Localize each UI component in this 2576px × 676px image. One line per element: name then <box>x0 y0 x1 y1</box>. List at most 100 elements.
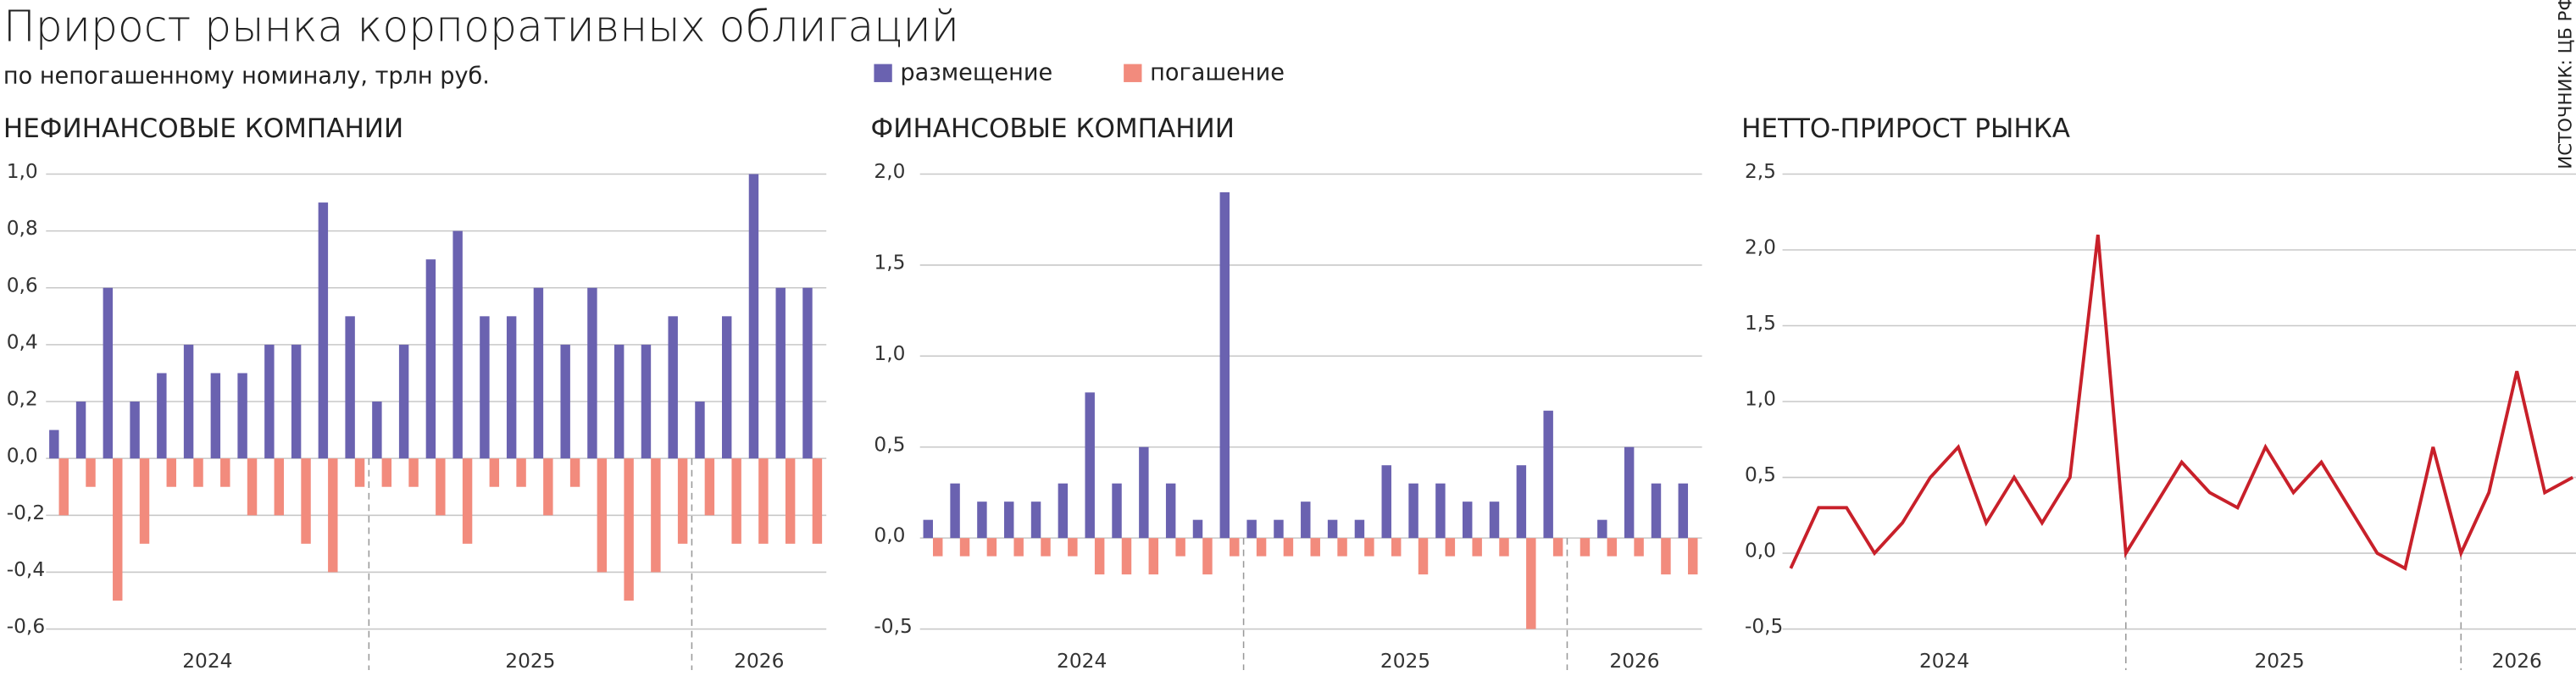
bar <box>436 458 446 516</box>
y-tick-label: 0,0 <box>1745 540 1776 562</box>
bar <box>1337 538 1347 557</box>
bar <box>1301 501 1311 539</box>
bar <box>291 344 302 459</box>
bar <box>1230 538 1240 557</box>
bar <box>1499 538 1509 557</box>
bar <box>758 458 769 544</box>
panel-title: НЕФИНАНСОВЫЕ КОМПАНИИ <box>3 114 403 144</box>
bar <box>1688 538 1698 575</box>
bar <box>1472 538 1482 557</box>
y-tick-label: 2,5 <box>1745 160 1776 183</box>
subtitle: по непогашенному номиналу, трлн руб. <box>3 64 490 90</box>
bar <box>157 373 167 459</box>
y-tick-label: 2,0 <box>874 160 905 183</box>
y-tick-label: 1,0 <box>874 342 905 365</box>
bar <box>1121 538 1132 575</box>
bar <box>950 483 960 539</box>
bar <box>587 287 597 459</box>
bar <box>641 344 652 459</box>
bar <box>381 458 392 487</box>
bar <box>543 458 553 516</box>
bar <box>1310 538 1320 557</box>
y-tick-label: 0,6 <box>7 274 38 296</box>
bar <box>1354 519 1365 539</box>
bar <box>569 458 580 487</box>
bar <box>624 458 634 601</box>
bar <box>1112 483 1122 539</box>
bar <box>1256 538 1267 557</box>
bar <box>748 174 759 459</box>
bar <box>1552 538 1563 557</box>
bar <box>1041 538 1051 557</box>
legend-label: размещение <box>900 60 1052 86</box>
bar <box>695 402 705 459</box>
bar <box>651 458 661 573</box>
bar <box>516 458 526 487</box>
bar <box>210 373 221 459</box>
bar <box>1661 538 1671 575</box>
bar <box>932 538 943 557</box>
bar <box>452 230 463 459</box>
bar <box>1030 501 1041 539</box>
x-group-label: 2025 <box>505 650 555 673</box>
bar <box>183 344 194 459</box>
bar <box>1435 483 1446 539</box>
bar <box>533 287 544 459</box>
bar <box>274 458 285 516</box>
bar <box>721 316 732 459</box>
line <box>1789 234 2574 571</box>
bar <box>1327 519 1338 539</box>
legend-swatch <box>874 64 892 82</box>
x-group-label: 2024 <box>1057 650 1107 673</box>
bar <box>58 458 69 516</box>
y-tick-label: 1,0 <box>1745 388 1776 411</box>
bar <box>785 458 796 544</box>
bar <box>247 458 258 516</box>
bar <box>480 316 490 459</box>
panel-title: НЕТТО-ПРИРОСТ РЫНКА <box>1741 114 2070 144</box>
bar <box>959 538 970 557</box>
bar <box>166 458 176 487</box>
bar <box>1391 538 1402 557</box>
bar <box>704 458 715 516</box>
bar <box>301 458 311 544</box>
bar <box>560 344 570 459</box>
bar <box>1274 519 1284 539</box>
bar <box>1085 392 1095 539</box>
bar <box>193 458 203 487</box>
bar <box>425 259 436 459</box>
bar <box>1139 446 1149 539</box>
y-tick-label: 0,0 <box>7 445 38 468</box>
bar <box>1219 191 1230 539</box>
bar <box>264 344 275 459</box>
bar <box>372 402 382 459</box>
bar <box>1597 519 1607 539</box>
bar <box>1418 538 1429 575</box>
bar <box>328 458 338 573</box>
x-group-label: 2025 <box>2254 650 2304 673</box>
bar <box>1175 538 1185 557</box>
source: ИСТОЧНИК: ЦБ РФ <box>2555 0 2576 169</box>
bar <box>1068 538 1078 557</box>
x-group-label: 2026 <box>1609 650 1659 673</box>
bar <box>139 458 150 544</box>
y-tick-label: 0,2 <box>7 388 38 411</box>
x-group-label: 2026 <box>2492 650 2542 673</box>
y-tick-label: 0,4 <box>7 330 38 353</box>
x-group-label: 2024 <box>1919 650 1969 673</box>
bar <box>1543 410 1553 539</box>
bar <box>668 316 678 459</box>
bar <box>103 287 114 459</box>
bar <box>775 287 786 459</box>
bar <box>220 458 230 487</box>
bar <box>1004 501 1014 539</box>
y-tick-label: 1,0 <box>7 160 38 183</box>
bar <box>408 458 419 487</box>
bar <box>613 344 625 459</box>
bar <box>75 402 86 459</box>
bar <box>977 501 987 539</box>
bar <box>812 458 823 544</box>
bar <box>345 316 355 459</box>
